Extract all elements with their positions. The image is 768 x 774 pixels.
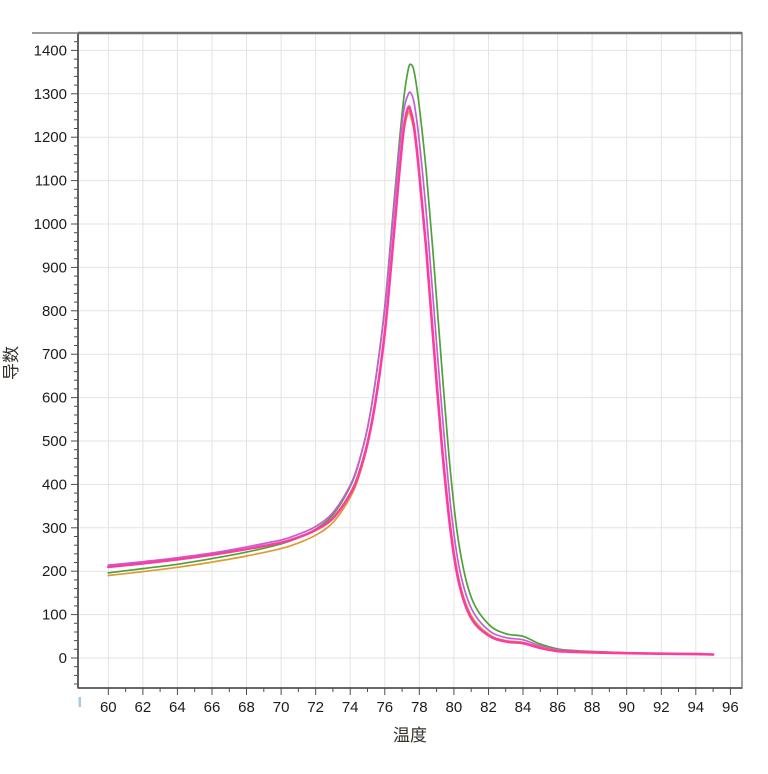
axis-ticks	[71, 41, 731, 695]
y-tick-label: 1400	[34, 42, 67, 59]
axis-origin-marker	[78, 697, 81, 707]
x-tick-label: 78	[411, 699, 428, 716]
y-axis-title: 导数	[2, 346, 21, 380]
x-axis-title: 温度	[393, 726, 427, 745]
y-tick-label: 700	[42, 346, 67, 363]
curve-pink[interactable]	[107, 105, 715, 656]
x-tick-label: 64	[169, 699, 186, 716]
x-tick-label: 96	[722, 699, 739, 716]
gridlines	[78, 33, 742, 688]
y-tick-label: 0	[59, 650, 67, 667]
x-tick-label: 70	[273, 699, 290, 716]
x-tick-label: 92	[653, 699, 670, 716]
tick-labels: 0 100 200 300 400 500 600 700 800 900 1000 1100 1200…	[34, 42, 739, 716]
plot-frame	[77, 31, 743, 689]
x-tick-label: 72	[307, 699, 324, 716]
y-tick-label: 1000	[34, 216, 67, 233]
y-tick-label: 1300	[34, 86, 67, 103]
y-tick-label: 1100	[35, 173, 67, 190]
x-tick-label: 62	[135, 699, 152, 716]
x-tick-label: 80	[446, 699, 463, 716]
y-tick-label: 200	[42, 563, 67, 580]
x-tick-label: 76	[376, 699, 393, 716]
x-tick-label: 86	[549, 699, 566, 716]
x-tick-label: 60	[100, 699, 117, 716]
y-tick-label: 500	[42, 433, 67, 450]
x-tick-label: 66	[204, 699, 221, 716]
y-tick-label: 900	[42, 259, 67, 276]
curve-orange[interactable]	[107, 111, 714, 655]
y-tick-label: 300	[42, 520, 67, 537]
y-tick-label: 1200	[34, 129, 67, 146]
curve-violet[interactable]	[107, 91, 714, 656]
x-tick-label: 90	[618, 699, 635, 716]
x-tick-label: 88	[584, 699, 601, 716]
x-tick-label: 82	[480, 699, 497, 716]
x-tick-label: 68	[238, 699, 255, 716]
x-tick-label: 84	[515, 699, 532, 716]
curves	[107, 63, 715, 656]
x-tick-label: 74	[342, 699, 359, 716]
y-tick-label: 800	[42, 303, 67, 320]
y-tick-label: 100	[42, 607, 67, 624]
y-tick-label: 400	[42, 476, 67, 493]
x-tick-label: 94	[687, 699, 704, 716]
y-tick-label: 600	[42, 390, 67, 407]
curve-green[interactable]	[107, 63, 714, 656]
